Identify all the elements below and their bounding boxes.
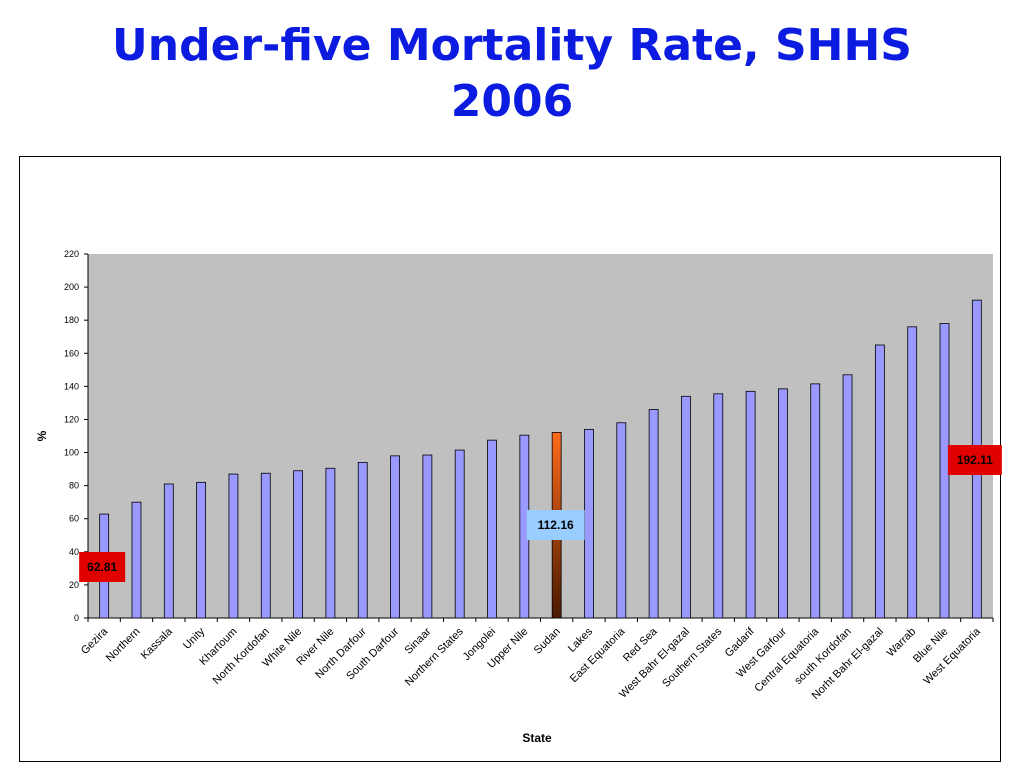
y-tick-label: 100 <box>64 448 79 458</box>
y-tick-label: 220 <box>64 249 79 259</box>
y-axis-title: % <box>35 430 49 441</box>
data-label: 192.11 <box>957 453 993 467</box>
data-label-box <box>947 445 1002 475</box>
bar <box>810 383 821 619</box>
bar <box>422 454 433 619</box>
x-tick-label: Unity <box>181 625 208 652</box>
data-label: 112.16 <box>538 518 574 532</box>
bar <box>196 481 207 619</box>
slide-title: Under-five Mortality Rate, SHHS 2006 <box>0 18 1024 130</box>
bar <box>454 449 465 619</box>
bar <box>228 473 239 619</box>
y-tick-label: 180 <box>64 315 79 325</box>
y-tick-label: 60 <box>69 514 79 524</box>
slide-title-line1: Under-five Mortality Rate, SHHS <box>112 20 912 71</box>
y-tick-label: 0 <box>74 613 79 623</box>
bar <box>325 467 336 619</box>
x-tick-label: Sudan <box>532 626 563 657</box>
slide-title-line2: 2006 <box>450 76 574 127</box>
bar <box>648 409 659 619</box>
y-tick-label: 160 <box>64 348 79 358</box>
x-tick-label: Northern <box>104 626 143 665</box>
bar <box>745 390 756 619</box>
bar <box>584 428 594 619</box>
bar <box>842 374 853 619</box>
y-tick-label: 120 <box>64 414 79 424</box>
x-tick-label: Gezira <box>79 625 111 657</box>
bar <box>681 395 691 619</box>
x-tick-label: south Kordofan <box>792 626 853 687</box>
bar <box>390 455 400 619</box>
x-tick-label: Kassala <box>139 625 176 662</box>
bar <box>487 439 497 619</box>
plot-area <box>88 254 993 618</box>
y-tick-label: 200 <box>64 282 79 292</box>
bar <box>616 422 627 619</box>
bar <box>131 501 142 619</box>
x-tick-label: Northern States <box>403 625 466 688</box>
x-tick-label: North Kordofan <box>211 626 272 687</box>
y-tick-label: 80 <box>69 481 79 491</box>
bar <box>293 470 303 619</box>
chart-frame: 0 20 40 60 80 100 120 140 160 180 200 220 Gezira Nort… <box>19 156 1002 762</box>
bar-chart: 020406080100120140160180200220GeziraNort… <box>35 249 1002 745</box>
bar <box>260 472 271 619</box>
x-tick-label: Lakes <box>566 625 596 655</box>
bar <box>907 326 918 619</box>
x-tick-label: West Equatoria <box>921 625 983 687</box>
y-tick-label: 140 <box>64 381 79 391</box>
bar <box>357 462 368 619</box>
data-label-box <box>526 510 585 540</box>
bar <box>778 388 788 619</box>
bar <box>713 393 724 619</box>
x-tick-label: Sinaar <box>403 625 434 656</box>
x-axis-title: State <box>522 731 552 745</box>
y-tick-label: 20 <box>69 580 79 590</box>
y-tick-label: 40 <box>69 547 79 557</box>
data-label: 62.81 <box>87 560 117 574</box>
x-tick-label: Southern States <box>660 625 725 690</box>
data-label-box <box>79 552 126 582</box>
bar <box>163 483 174 619</box>
bar <box>874 344 885 619</box>
bar <box>939 323 950 619</box>
